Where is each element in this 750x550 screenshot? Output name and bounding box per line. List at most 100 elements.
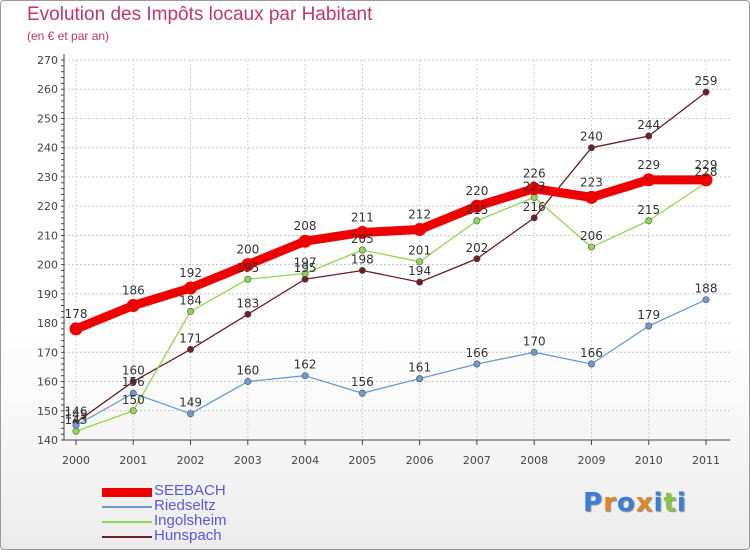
data-point-hunspach xyxy=(702,88,710,96)
x-tick-label: 2002 xyxy=(177,454,205,467)
data-label-seebach: 200 xyxy=(236,243,259,257)
data-point-riedseltz xyxy=(72,421,80,429)
data-label-seebach: 186 xyxy=(122,284,145,298)
y-tick-label: 240 xyxy=(37,142,58,155)
data-point-ingolsheim xyxy=(416,258,424,266)
data-label-ingolsheim: 184 xyxy=(179,293,202,307)
data-label-hunspach: 202 xyxy=(465,241,488,255)
data-label-ingolsheim: 215 xyxy=(465,203,488,217)
data-point-riedseltz xyxy=(416,375,424,383)
data-label-ingolsheim: 228 xyxy=(695,165,718,179)
data-point-ingolsheim xyxy=(244,275,252,283)
logo-letter: P xyxy=(583,488,604,518)
data-label-ingolsheim: 215 xyxy=(637,203,660,217)
legend-swatch xyxy=(102,488,152,497)
legend-swatch xyxy=(102,521,152,523)
logo-letter: t xyxy=(663,488,677,518)
proxiti-logo: Proxiti xyxy=(583,488,687,518)
data-point-hunspach xyxy=(187,345,195,353)
data-label-riedseltz: 156 xyxy=(351,375,374,389)
data-label-ingolsheim: 201 xyxy=(408,244,431,258)
y-tick-label: 210 xyxy=(37,229,58,242)
data-label-hunspach: 183 xyxy=(236,296,259,310)
data-label-seebach: 220 xyxy=(465,184,488,198)
data-label-ingolsheim: 195 xyxy=(236,261,259,275)
data-point-riedseltz xyxy=(244,378,252,386)
data-point-ingolsheim xyxy=(129,407,137,415)
logo-letter: o xyxy=(616,488,636,518)
data-label-riedseltz: 149 xyxy=(179,396,202,410)
legend-swatch xyxy=(102,536,152,538)
y-tick-label: 230 xyxy=(37,171,58,184)
data-point-ingolsheim xyxy=(473,217,481,225)
data-point-seebach xyxy=(470,199,484,213)
data-label-hunspach: 146 xyxy=(65,404,88,418)
data-label-hunspach: 244 xyxy=(637,118,660,132)
y-tick-label: 170 xyxy=(37,346,58,359)
y-tick-label: 250 xyxy=(37,112,58,125)
data-point-seebach xyxy=(527,182,541,196)
data-point-seebach xyxy=(584,190,598,204)
data-point-ingolsheim xyxy=(72,427,80,435)
data-point-hunspach xyxy=(645,132,653,140)
legend-item-riedseltz: Riedseltz xyxy=(102,498,302,514)
x-tick-label: 2008 xyxy=(520,454,548,467)
data-label-hunspach: 194 xyxy=(408,264,431,278)
data-label-ingolsheim: 206 xyxy=(580,229,603,243)
data-point-seebach xyxy=(642,173,656,187)
data-label-seebach: 229 xyxy=(695,158,718,172)
data-point-ingolsheim xyxy=(358,246,366,254)
y-tick-label: 270 xyxy=(37,54,58,67)
data-label-hunspach: 240 xyxy=(580,130,603,144)
data-point-seebach xyxy=(126,299,140,313)
data-point-hunspach xyxy=(129,378,137,386)
data-point-hunspach xyxy=(301,275,309,283)
data-label-hunspach: 160 xyxy=(122,364,145,378)
data-label-hunspach: 216 xyxy=(523,200,546,214)
x-tick-label: 2003 xyxy=(234,454,262,467)
data-point-ingolsheim xyxy=(187,307,195,315)
legend-item-hunspach: Hunspach xyxy=(102,528,302,544)
y-tick-label: 160 xyxy=(37,376,58,389)
data-label-seebach: 223 xyxy=(580,175,603,189)
data-point-hunspach xyxy=(473,255,481,263)
data-label-seebach: 192 xyxy=(179,266,202,280)
data-label-ingolsheim: 223 xyxy=(523,179,546,193)
x-tick-label: 2004 xyxy=(291,454,319,467)
data-point-seebach xyxy=(184,281,198,295)
x-tick-label: 2006 xyxy=(406,454,434,467)
x-tick-label: 2011 xyxy=(692,454,720,467)
data-point-seebach xyxy=(69,322,83,336)
series-line-seebach xyxy=(71,175,711,334)
data-label-riedseltz: 161 xyxy=(408,361,431,375)
data-point-seebach xyxy=(699,173,713,187)
data-point-hunspach xyxy=(244,310,252,318)
y-tick-label: 180 xyxy=(37,317,58,330)
series-line-riedseltz xyxy=(75,299,707,427)
legend-label: SEEBACH xyxy=(154,482,226,499)
data-point-riedseltz xyxy=(187,410,195,418)
data-point-riedseltz xyxy=(530,348,538,356)
data-label-ingolsheim: 143 xyxy=(65,413,88,427)
data-label-seebach: 208 xyxy=(294,219,317,233)
legend: SEEBACH Riedseltz Ingolsheim Hunspach xyxy=(102,482,302,544)
x-tick-label: 2009 xyxy=(577,454,605,467)
x-tick-label: 2005 xyxy=(348,454,376,467)
data-label-riedseltz: 145 xyxy=(65,407,88,421)
legend-item-seebach: SEEBACH xyxy=(102,482,302,499)
legend-swatch xyxy=(102,506,152,508)
data-point-ingolsheim xyxy=(301,269,309,277)
y-tick-label: 190 xyxy=(37,288,58,301)
data-label-seebach: 178 xyxy=(65,307,88,321)
data-point-hunspach xyxy=(530,214,538,222)
logo-letter: i xyxy=(653,488,664,518)
logo-letter: x xyxy=(635,488,654,518)
y-tick-label: 200 xyxy=(37,259,58,272)
x-tick-label: 2007 xyxy=(463,454,491,467)
data-label-seebach: 211 xyxy=(351,210,374,224)
data-label-seebach: 212 xyxy=(408,208,431,222)
data-label-hunspach: 195 xyxy=(294,261,317,275)
data-point-riedseltz xyxy=(129,389,137,397)
